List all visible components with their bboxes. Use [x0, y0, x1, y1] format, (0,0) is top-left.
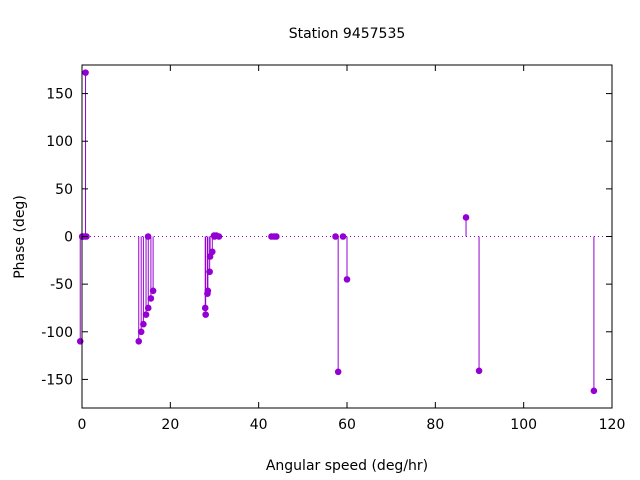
data-point-0 [76, 338, 84, 345]
x-tick-label: 120 [599, 417, 626, 433]
chart-title: Station 9457535 [289, 26, 406, 42]
point-series [76, 69, 598, 395]
data-point-29 [334, 368, 342, 376]
x-axis-label: Angular speed (deg/hr) [266, 458, 428, 474]
x-tick-label: 60 [338, 417, 356, 433]
data-point-20 [208, 248, 216, 256]
impulse-series [79, 72, 595, 391]
data-point-9 [142, 311, 150, 318]
y-tick-label: -100 [41, 325, 73, 341]
data-point-32 [462, 214, 470, 221]
data-point-10 [144, 233, 152, 240]
data-point-11 [144, 304, 152, 312]
data-point-12 [147, 295, 155, 302]
data-point-13 [149, 287, 157, 295]
y-tick-label: 0 [64, 230, 73, 246]
data-point-14 [201, 304, 209, 312]
data-point-28 [332, 233, 339, 240]
data-point-15 [202, 311, 209, 318]
y-tick-label: 50 [55, 182, 73, 198]
x-tick-label: 80 [426, 417, 444, 433]
data-point-33 [475, 367, 483, 375]
axis-ticks: 0 20 40 60 80 100 120 -150 -100 -50 0 50 100 150 [41, 65, 625, 433]
y-tick-label: 100 [46, 134, 73, 150]
data-point-18 [206, 268, 213, 276]
y-tick-label: 150 [46, 87, 73, 103]
data-point-27 [273, 233, 280, 240]
data-point-17 [204, 287, 212, 295]
data-point-30 [339, 233, 347, 240]
data-point-4 [82, 69, 89, 76]
x-tick-label: 0 [78, 417, 87, 433]
data-point-31 [343, 276, 351, 283]
x-tick-label: 40 [250, 417, 268, 433]
data-point-7 [137, 328, 145, 336]
y-tick-label: -150 [41, 372, 73, 388]
data-point-8 [140, 320, 147, 328]
y-axis-label: Phase (deg) [12, 195, 28, 279]
x-tick-label: 20 [161, 417, 179, 433]
data-point-34 [590, 387, 598, 395]
data-point-24 [215, 233, 223, 240]
x-tick-label: 100 [510, 417, 537, 433]
y-tick-label: -50 [50, 277, 73, 293]
data-point-6 [135, 338, 143, 345]
